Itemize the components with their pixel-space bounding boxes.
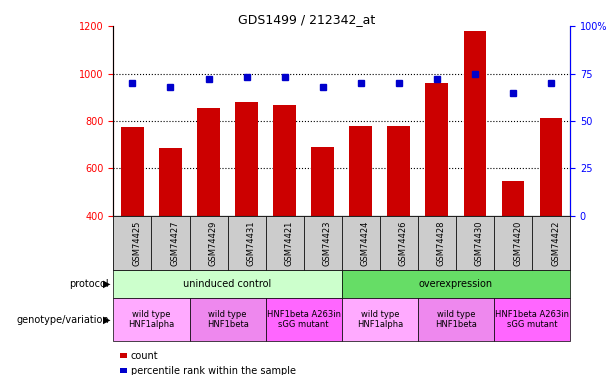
Bar <box>349 126 372 216</box>
Text: GSM74421: GSM74421 <box>284 220 294 266</box>
Bar <box>539 118 563 216</box>
Text: ▶: ▶ <box>103 315 110 325</box>
Text: wild type
HNF1beta: wild type HNF1beta <box>435 310 477 329</box>
Bar <box>197 108 220 216</box>
Text: GSM74430: GSM74430 <box>475 220 484 266</box>
Bar <box>387 126 410 216</box>
Text: uninduced control: uninduced control <box>183 279 272 289</box>
Bar <box>463 31 486 216</box>
Text: protocol: protocol <box>69 279 109 289</box>
Text: overexpression: overexpression <box>419 279 493 289</box>
Text: GSM74423: GSM74423 <box>322 220 332 266</box>
Text: GSM74425: GSM74425 <box>132 220 142 266</box>
Text: GSM74428: GSM74428 <box>437 220 446 266</box>
Text: count: count <box>131 351 158 361</box>
Bar <box>159 148 182 216</box>
Text: percentile rank within the sample: percentile rank within the sample <box>131 366 295 375</box>
Text: GSM74426: GSM74426 <box>399 220 408 266</box>
Text: wild type
HNF1beta: wild type HNF1beta <box>207 310 248 329</box>
Text: HNF1beta A263in
sGG mutant: HNF1beta A263in sGG mutant <box>267 310 341 329</box>
Bar <box>501 181 525 216</box>
Text: GSM74422: GSM74422 <box>551 220 560 266</box>
Bar <box>425 83 448 216</box>
Text: GSM74420: GSM74420 <box>513 220 522 266</box>
Bar <box>311 147 334 216</box>
Bar <box>235 102 258 216</box>
Text: genotype/variation: genotype/variation <box>17 315 109 325</box>
Text: GSM74431: GSM74431 <box>246 220 256 266</box>
Bar <box>273 105 296 216</box>
Text: wild type
HNF1alpha: wild type HNF1alpha <box>357 310 403 329</box>
Text: GSM74427: GSM74427 <box>170 220 180 266</box>
Text: GSM74424: GSM74424 <box>361 220 370 266</box>
Text: HNF1beta A263in
sGG mutant: HNF1beta A263in sGG mutant <box>495 310 569 329</box>
Text: GDS1499 / 212342_at: GDS1499 / 212342_at <box>238 13 375 26</box>
Text: wild type
HNF1alpha: wild type HNF1alpha <box>128 310 175 329</box>
Text: ▶: ▶ <box>103 279 110 289</box>
Bar <box>121 127 144 216</box>
Text: GSM74429: GSM74429 <box>208 220 218 266</box>
